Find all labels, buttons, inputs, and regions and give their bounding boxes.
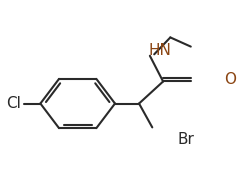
Text: Cl: Cl [7, 96, 21, 111]
Text: Br: Br [178, 132, 194, 147]
Text: HN: HN [148, 43, 171, 58]
Text: O: O [225, 72, 236, 87]
